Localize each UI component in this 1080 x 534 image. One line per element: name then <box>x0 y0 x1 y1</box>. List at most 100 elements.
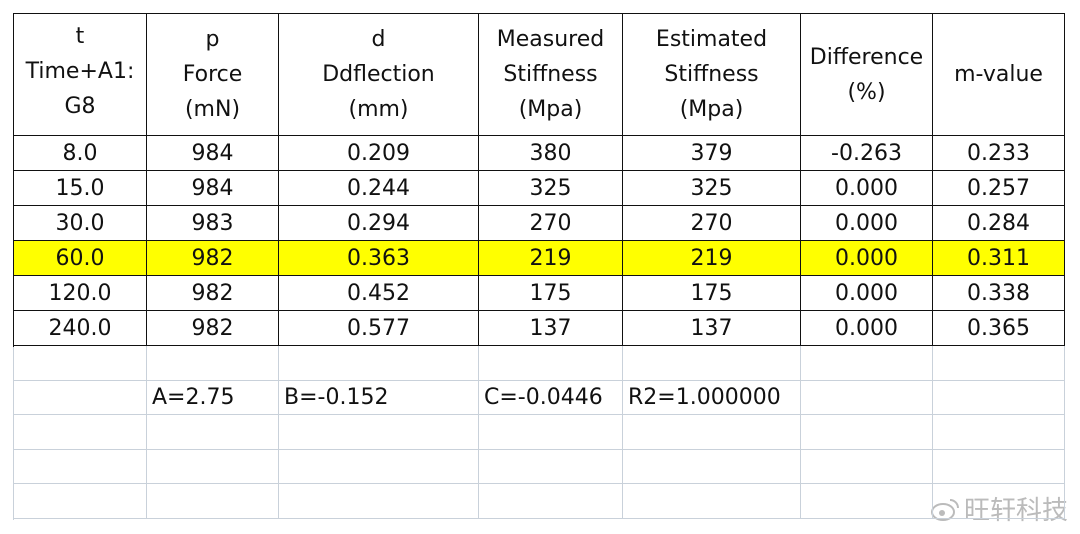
data-cell: 175 <box>623 276 801 311</box>
empty-cell <box>933 449 1065 485</box>
empty-cell <box>933 415 1065 450</box>
header-line: t <box>75 24 85 49</box>
header-cell: Estimated Stiffness (Mpa) <box>623 14 801 136</box>
data-cell: 30.0 <box>14 206 147 241</box>
data-cell: 982 <box>147 276 279 311</box>
empty-cell <box>279 449 479 485</box>
empty-cell <box>147 415 279 450</box>
data-cell: 8.0 <box>14 136 147 171</box>
header-cell: Difference (%) <box>801 14 933 136</box>
data-cell: 137 <box>623 311 801 346</box>
data-cell: 982 <box>147 311 279 346</box>
empty-cell <box>279 484 479 519</box>
header-line: Stiffness <box>664 62 759 87</box>
empty-cell <box>623 346 801 381</box>
header-line: Stiffness <box>503 62 598 87</box>
data-cell: 0.338 <box>933 276 1065 311</box>
data-cell: 219 <box>623 241 801 276</box>
data-cell: -0.263 <box>801 136 933 171</box>
empty-cell <box>623 484 801 519</box>
data-cell: 0.209 <box>279 136 479 171</box>
header-line: Difference <box>809 44 924 70</box>
data-cell: 984 <box>147 171 279 206</box>
data-cell: 120.0 <box>14 276 147 311</box>
data-cell: 0.311 <box>933 241 1065 276</box>
data-cell: 0.000 <box>801 241 933 276</box>
header-line: G8 <box>64 94 96 119</box>
watermark-text: 旺轩科技 <box>963 496 1068 526</box>
header-line: Time+A1: <box>25 59 135 84</box>
empty-cell <box>14 346 147 381</box>
header-cell: d Ddflection (mm) <box>279 14 479 136</box>
empty-cell <box>933 380 1065 416</box>
header-cell: p Force (mN) <box>147 14 279 136</box>
data-cell: 380 <box>479 136 623 171</box>
header-line: m-value <box>954 62 1043 87</box>
parameter-cell: C=-0.0446 <box>479 380 623 416</box>
data-cell: 0.577 <box>279 311 479 346</box>
empty-cell <box>147 484 279 519</box>
data-cell: 137 <box>479 311 623 346</box>
header-line: (mN) <box>184 97 241 122</box>
data-cell: 0.257 <box>933 171 1065 206</box>
empty-cell <box>479 415 623 450</box>
data-cell: 982 <box>147 241 279 276</box>
header-line: Ddflection <box>322 62 435 87</box>
parameter-cell: A=2.75 <box>147 380 279 416</box>
data-cell: 0.000 <box>801 311 933 346</box>
empty-cell <box>147 346 279 381</box>
empty-cell <box>801 346 933 381</box>
empty-cell <box>279 346 479 381</box>
data-cell: 984 <box>147 136 279 171</box>
data-cell: 0.244 <box>279 171 479 206</box>
data-cell: 0.363 <box>279 241 479 276</box>
data-cell: 15.0 <box>14 171 147 206</box>
header-line: p <box>205 27 220 52</box>
empty-cell <box>279 415 479 450</box>
header-line: (Mpa) <box>518 97 583 122</box>
empty-cell <box>623 449 801 485</box>
data-cell: 270 <box>623 206 801 241</box>
parameter-cell: R2=1.000000 <box>623 380 801 416</box>
data-cell: 325 <box>623 171 801 206</box>
empty-cell <box>623 415 801 450</box>
empty-cell <box>801 415 933 450</box>
empty-cell <box>801 449 933 485</box>
grid-frame <box>13 347 14 520</box>
data-cell: 325 <box>479 171 623 206</box>
empty-cell <box>479 346 623 381</box>
header-line: Measured <box>496 27 605 52</box>
header-line: (Mpa) <box>679 97 744 122</box>
data-cell: 175 <box>479 276 623 311</box>
data-cell: 983 <box>147 206 279 241</box>
data-cell: 379 <box>623 136 801 171</box>
empty-cell <box>14 484 147 519</box>
empty-cell <box>479 449 623 485</box>
weibo-icon <box>930 498 959 521</box>
empty-cell <box>933 484 1065 519</box>
header-line: d <box>371 27 386 52</box>
table-frame <box>13 13 1065 14</box>
header-line: (%) <box>847 79 886 105</box>
data-cell: 0.452 <box>279 276 479 311</box>
data-cell: 0.000 <box>801 206 933 241</box>
parameter-cell: B=-0.152 <box>279 380 479 416</box>
header-cell: Measured Stiffness (Mpa) <box>479 14 623 136</box>
empty-cell <box>14 380 147 416</box>
data-cell: 219 <box>479 241 623 276</box>
data-cell: 0.000 <box>801 276 933 311</box>
header-line: Estimated <box>655 27 768 52</box>
data-cell: 0.284 <box>933 206 1065 241</box>
header-cell: t Time+A1: G8 <box>14 14 147 136</box>
data-cell: 240.0 <box>14 311 147 346</box>
data-cell: 0.233 <box>933 136 1065 171</box>
empty-cell <box>147 449 279 485</box>
empty-cell <box>14 449 147 485</box>
data-cell: 270 <box>479 206 623 241</box>
empty-cell <box>479 484 623 519</box>
header-line: Force <box>182 62 243 87</box>
watermark: 旺轩科技 <box>930 490 1068 527</box>
data-cell: 0.365 <box>933 311 1065 346</box>
empty-cell <box>14 415 147 450</box>
